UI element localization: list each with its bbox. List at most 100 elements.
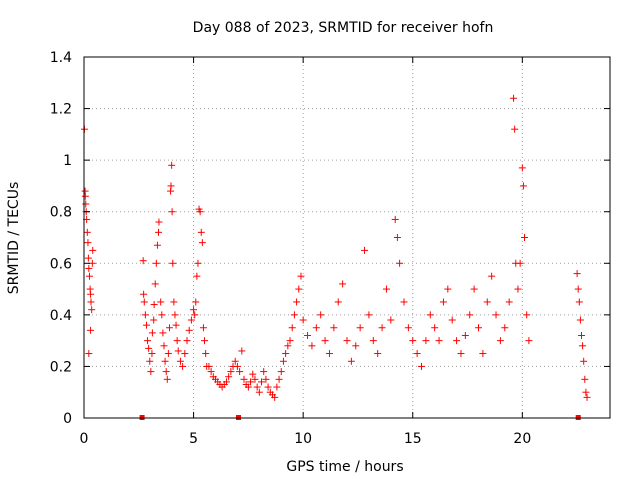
data-point — [518, 164, 526, 172]
data-point — [365, 311, 373, 319]
data-point — [147, 368, 155, 376]
grid-lines — [84, 57, 610, 418]
data-point — [492, 311, 500, 319]
data-point — [279, 357, 287, 365]
data-point — [201, 337, 209, 345]
data-point — [334, 298, 342, 306]
data-point — [393, 234, 401, 241]
data-point — [255, 388, 263, 396]
data-point — [87, 290, 95, 298]
x-tick-label: 10 — [294, 431, 312, 447]
data-point — [244, 383, 252, 391]
data-point — [82, 200, 90, 208]
data-point — [169, 259, 177, 267]
data-point — [148, 329, 156, 337]
y-tick-labels: 0 0.2 0.4 0.6 0.8 1 1.2 1.4 — [50, 50, 72, 427]
data-point — [142, 321, 150, 329]
y-tick-label: 1 — [63, 153, 72, 169]
data-point — [240, 375, 248, 383]
data-point — [361, 246, 369, 254]
data-point — [488, 272, 496, 280]
data-point — [150, 316, 158, 324]
data-point — [88, 306, 96, 314]
data-point — [162, 368, 170, 376]
data-point — [198, 239, 206, 247]
data-point — [161, 357, 169, 365]
data-point — [339, 280, 347, 288]
data-point — [444, 285, 452, 293]
data-point — [260, 368, 268, 376]
data-point — [192, 298, 200, 306]
data-point — [168, 161, 176, 169]
data-point — [422, 337, 430, 345]
data-point — [148, 350, 156, 358]
data-point — [271, 393, 279, 401]
data-point — [523, 311, 531, 319]
data-point — [249, 370, 257, 378]
data-point — [575, 298, 583, 306]
data-point — [227, 368, 235, 376]
data-point — [153, 241, 161, 249]
data-point — [496, 337, 504, 345]
data-point — [273, 383, 281, 391]
data-point — [282, 350, 290, 358]
data-point — [426, 311, 434, 319]
x-tick-label: 20 — [513, 431, 531, 447]
data-point — [352, 342, 360, 350]
data-point — [387, 316, 395, 324]
data-point — [286, 337, 294, 345]
data-point — [150, 301, 158, 309]
data-point — [85, 264, 93, 272]
data-point — [304, 331, 312, 339]
data-points — [80, 94, 591, 401]
data-point — [297, 272, 305, 280]
data-point — [264, 383, 272, 391]
data-point — [418, 362, 426, 370]
data-point — [382, 285, 390, 293]
data-point — [155, 218, 163, 226]
data-point — [197, 228, 205, 236]
data-point — [85, 272, 93, 280]
data-point — [89, 246, 97, 254]
data-point — [183, 337, 191, 345]
data-point — [579, 342, 587, 350]
data-point — [145, 344, 153, 352]
data-point — [461, 331, 469, 339]
data-point — [479, 350, 487, 358]
data-point — [202, 350, 210, 358]
data-point — [578, 331, 586, 339]
data-point — [171, 311, 179, 319]
data-point — [525, 337, 533, 345]
data-point — [258, 378, 266, 386]
data-point — [516, 259, 524, 267]
data-point — [391, 215, 399, 223]
data-point — [288, 324, 296, 332]
data-point — [483, 298, 491, 306]
data-point — [330, 324, 338, 332]
data-point — [404, 324, 412, 332]
data-point — [356, 324, 364, 332]
data-point — [160, 342, 168, 350]
data-point — [343, 337, 351, 345]
data-point — [400, 298, 408, 306]
data-point — [176, 357, 184, 365]
data-point — [299, 316, 307, 324]
data-point — [87, 298, 95, 306]
data-point — [170, 298, 178, 306]
data-point — [231, 357, 239, 365]
data-point — [312, 324, 320, 332]
data-point — [277, 368, 285, 376]
data-point — [83, 228, 91, 236]
data-point — [222, 378, 230, 386]
y-tick-label: 1.2 — [50, 102, 72, 118]
data-point — [521, 234, 529, 241]
data-point — [439, 298, 447, 306]
data-point — [321, 337, 329, 345]
data-point — [152, 259, 160, 267]
data-point — [519, 182, 527, 190]
data-point — [163, 375, 171, 383]
data-point — [453, 337, 461, 345]
data-point — [167, 182, 175, 190]
data-point — [144, 337, 152, 345]
